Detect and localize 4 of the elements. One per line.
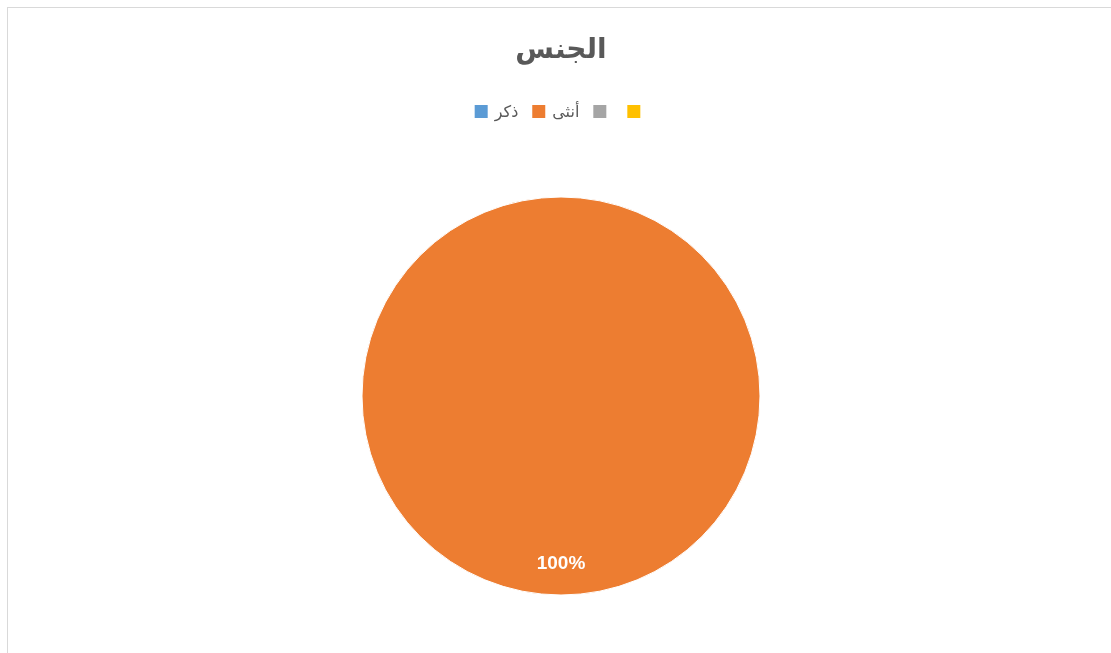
data-label: 100%	[536, 552, 586, 574]
legend-label: أنثى	[552, 101, 580, 120]
chart-title: الجنس	[515, 33, 607, 65]
legend-label: ذكر	[493, 103, 519, 122]
